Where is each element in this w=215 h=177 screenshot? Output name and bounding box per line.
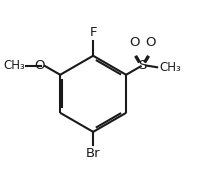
Text: S: S (138, 59, 146, 72)
Text: O: O (34, 59, 45, 72)
Text: Br: Br (86, 147, 100, 160)
Text: O: O (129, 36, 139, 49)
Text: CH₃: CH₃ (3, 59, 25, 72)
Text: CH₃: CH₃ (160, 61, 181, 74)
Text: F: F (89, 26, 97, 39)
Text: O: O (145, 36, 155, 49)
